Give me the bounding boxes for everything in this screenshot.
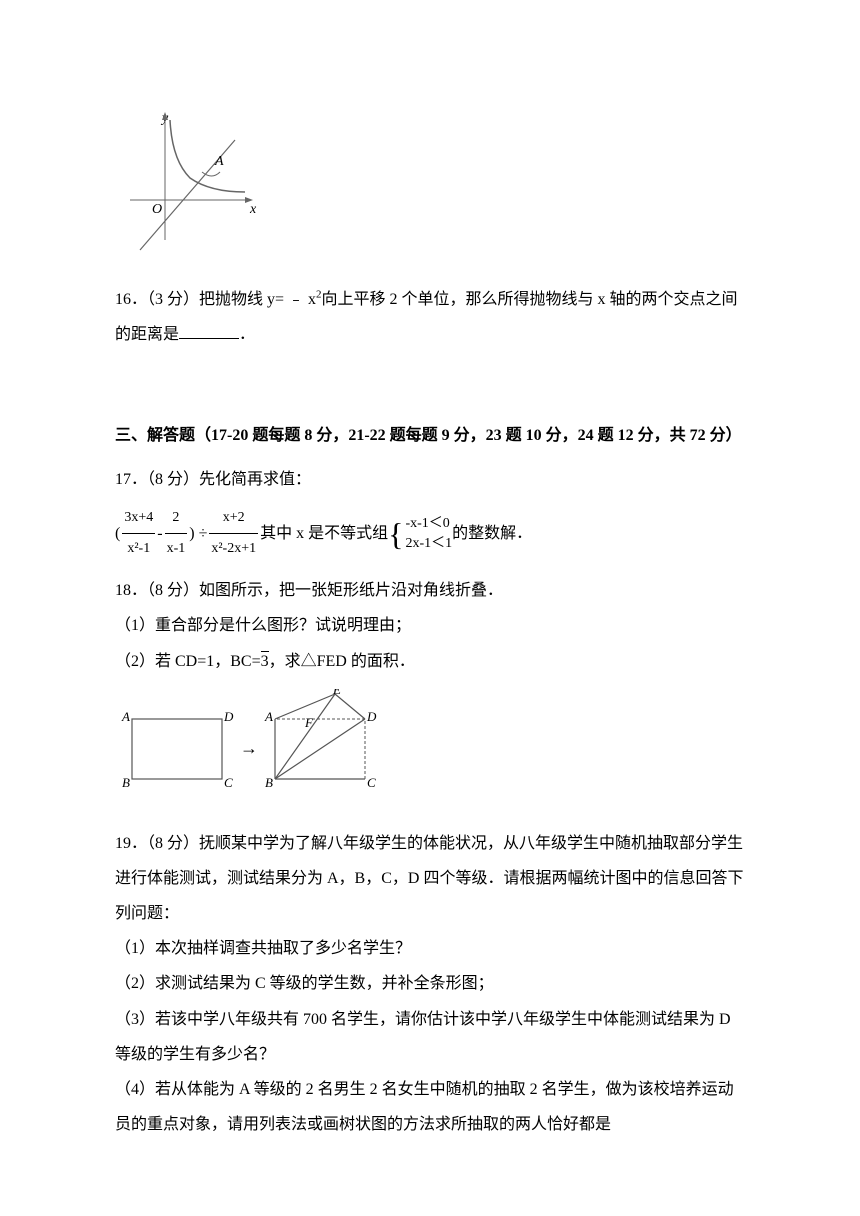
point-label: A [214, 154, 224, 169]
svg-text:D: D [223, 709, 234, 724]
fold-diagram: A D B C → A D B C E F [120, 689, 745, 816]
svg-text:D: D [366, 709, 377, 724]
question-18: 18．（8 分）如图所示，把一张矩形纸片沿对角线折叠． （1）重合部分是什么图形… [115, 573, 745, 679]
question-16: 16．（3 分）把抛物线 y= ﹣ x2向上平移 2 个单位，那么所得抛物线与 … [115, 282, 745, 352]
question-17: 17．（8 分）先化简再求值： ( 3x+4 x²-1 - 2 x-1 ) ÷ … [115, 462, 745, 565]
svg-text:A: A [264, 709, 273, 724]
svg-text:C: C [367, 775, 376, 790]
origin-label: O [152, 202, 162, 217]
svg-text:A: A [121, 709, 130, 724]
x-axis-label: x [249, 202, 257, 217]
svg-text:B: B [265, 775, 273, 790]
question-19: 19．（8 分）抚顺某中学为了解八年级学生的体能状况，从八年级学生中随机抽取部分… [115, 826, 745, 1143]
blank-field [179, 323, 239, 339]
coord-graph: y x O A [120, 110, 745, 272]
svg-text:→: → [240, 738, 258, 758]
svg-text:E: E [332, 689, 341, 697]
section-3-header: 三、解答题（17-20 题每题 8 分，21-22 题每题 9 分，23 题 1… [115, 420, 745, 452]
svg-text:B: B [122, 775, 130, 790]
svg-text:C: C [224, 775, 233, 790]
svg-text:F: F [304, 715, 314, 730]
